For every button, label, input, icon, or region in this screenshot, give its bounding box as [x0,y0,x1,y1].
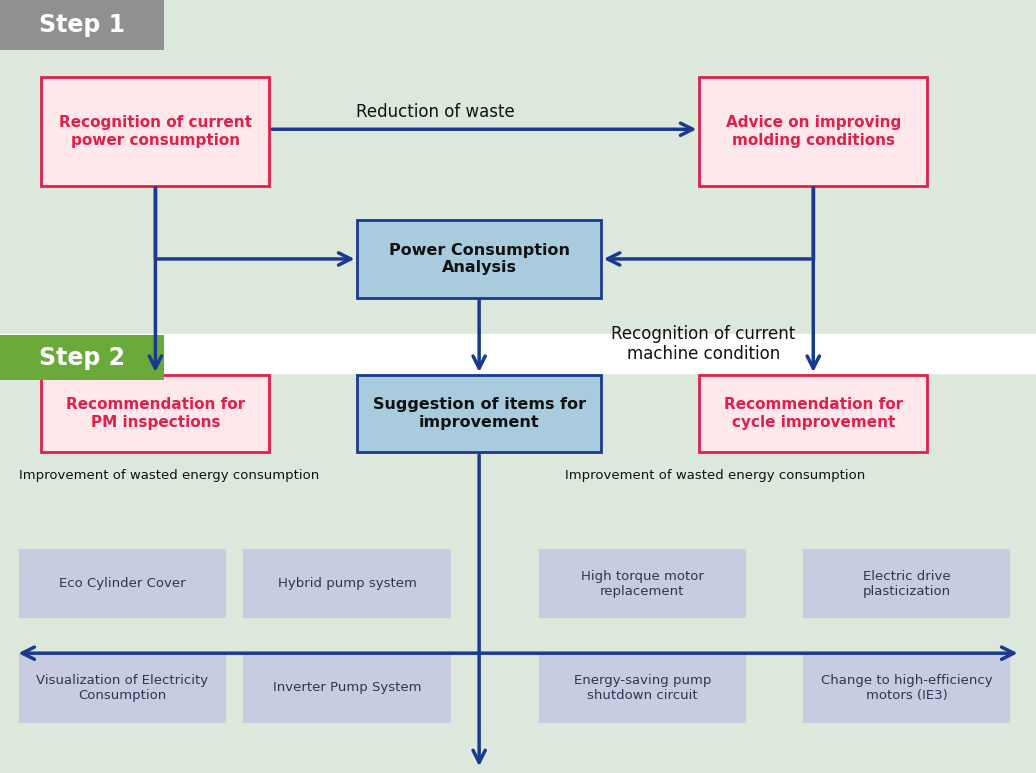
FancyBboxPatch shape [803,549,1010,618]
FancyBboxPatch shape [19,549,226,618]
FancyBboxPatch shape [699,77,927,186]
Text: Eco Cylinder Cover: Eco Cylinder Cover [59,577,185,590]
Text: Advice on improving
molding conditions: Advice on improving molding conditions [725,115,901,148]
Text: Electric drive
plasticization: Electric drive plasticization [862,570,951,598]
FancyBboxPatch shape [243,549,451,618]
Text: High torque motor
replacement: High torque motor replacement [581,570,703,598]
FancyBboxPatch shape [539,549,746,618]
FancyBboxPatch shape [41,77,269,186]
Text: Reduction of waste: Reduction of waste [355,103,515,121]
FancyBboxPatch shape [699,375,927,452]
Text: Recommendation for
PM inspections: Recommendation for PM inspections [66,397,244,430]
Text: Suggestion of items for
improvement: Suggestion of items for improvement [373,397,585,430]
FancyBboxPatch shape [357,375,601,452]
FancyBboxPatch shape [41,375,269,452]
Bar [0,334,1036,373]
Text: Hybrid pump system: Hybrid pump system [278,577,416,590]
Text: Recommendation for
cycle improvement: Recommendation for cycle improvement [724,397,902,430]
FancyBboxPatch shape [357,220,601,298]
Text: Step 2: Step 2 [38,346,125,370]
Text: Improvement of wasted energy consumption: Improvement of wasted energy consumption [565,469,865,482]
FancyBboxPatch shape [0,335,164,380]
Text: Power Consumption
Analysis: Power Consumption Analysis [388,243,570,275]
FancyBboxPatch shape [0,0,164,50]
FancyBboxPatch shape [19,653,226,723]
FancyBboxPatch shape [803,653,1010,723]
Text: Step 1: Step 1 [38,13,125,37]
Text: Recognition of current
power consumption: Recognition of current power consumption [59,115,252,148]
Text: Recognition of current
machine condition: Recognition of current machine condition [611,325,796,363]
FancyBboxPatch shape [243,653,451,723]
Text: Change to high-efficiency
motors (IE3): Change to high-efficiency motors (IE3) [821,674,992,702]
FancyBboxPatch shape [539,653,746,723]
Text: Inverter Pump System: Inverter Pump System [272,682,422,694]
Text: Visualization of Electricity
Consumption: Visualization of Electricity Consumption [36,674,208,702]
Text: Energy-saving pump
shutdown circuit: Energy-saving pump shutdown circuit [574,674,711,702]
Text: Improvement of wasted energy consumption: Improvement of wasted energy consumption [19,469,319,482]
